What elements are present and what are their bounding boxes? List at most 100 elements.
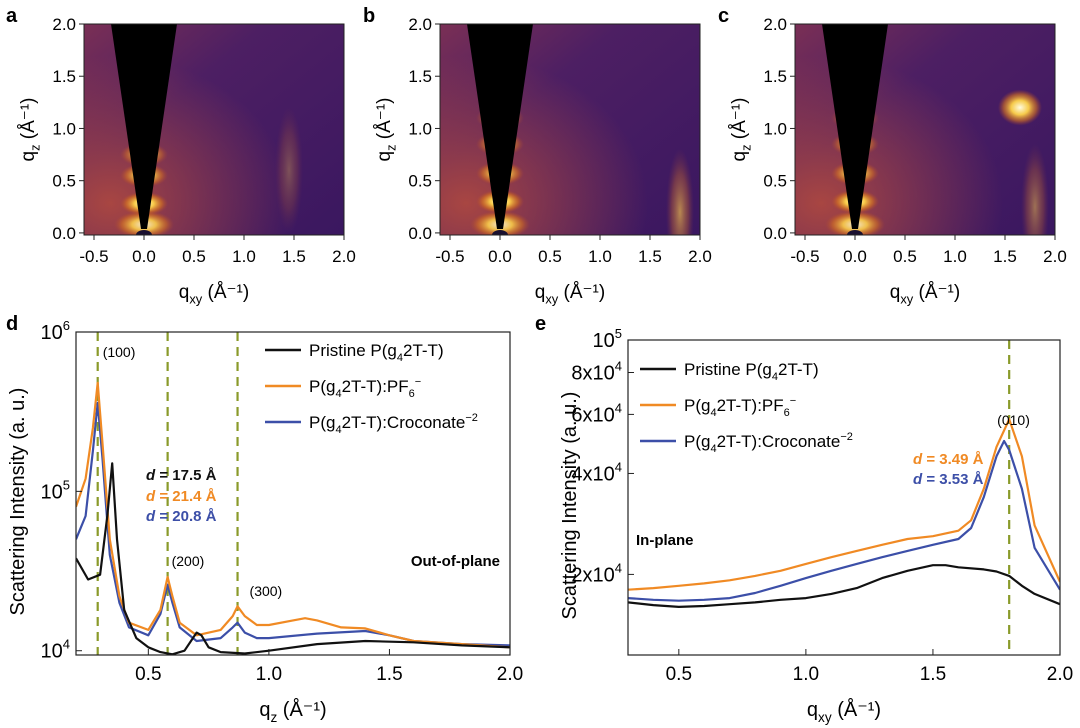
x-tick-label: 2.0 bbox=[497, 664, 523, 685]
y-tick-label: 8x104 bbox=[571, 358, 622, 384]
x-tick-label: 2.0 bbox=[1043, 247, 1067, 266]
x-axis-label: qxy (Å⁻¹) bbox=[179, 282, 249, 307]
orientation-label: Out-of-plane bbox=[411, 553, 500, 570]
y-tick-label: 0.0 bbox=[408, 224, 432, 243]
beamstop bbox=[111, 24, 177, 229]
legend-entry: P(g42T-T):PF6− bbox=[684, 395, 796, 419]
y-axis-label: qz (Å⁻¹) bbox=[18, 98, 43, 162]
diffraction-arc bbox=[275, 106, 303, 234]
y-tick-label: 1.0 bbox=[408, 119, 432, 138]
y-tick-label: 4x104 bbox=[571, 459, 622, 485]
y-axis-label: Scattering Intensity (a. u.) bbox=[7, 388, 29, 616]
series-group bbox=[76, 381, 510, 655]
heatmap-image bbox=[440, 24, 700, 235]
plot-frame bbox=[75, 331, 511, 656]
x-tick-label: 0.0 bbox=[488, 247, 512, 266]
d-spacing-annotation: d = 21.4 Å bbox=[146, 488, 217, 505]
series-line-2 bbox=[76, 401, 510, 647]
y-axis-label: qz (Å⁻¹) bbox=[729, 98, 754, 162]
x-tick-label: 0.5 bbox=[538, 247, 562, 266]
x-tick-label: 1.0 bbox=[256, 664, 282, 685]
peak-label: (300) bbox=[250, 583, 283, 599]
beamstop bbox=[822, 24, 888, 229]
panel-letter-e: e bbox=[535, 313, 546, 335]
panel-letter-a: a bbox=[6, 5, 18, 27]
peak-label: (010) bbox=[997, 412, 1030, 428]
direct-beam bbox=[847, 230, 863, 235]
plot-frame bbox=[627, 339, 1061, 656]
d-spacing-annotation: d = 3.53 Å bbox=[913, 471, 984, 488]
heatmap-image bbox=[84, 24, 344, 235]
y-tick-label: 0.0 bbox=[52, 224, 76, 243]
y-tick-label: 1.5 bbox=[52, 67, 76, 86]
y-tick-label: 0.5 bbox=[408, 172, 432, 191]
x-tick-label: 0.5 bbox=[135, 664, 161, 685]
x-tick-label: 2.0 bbox=[1047, 664, 1073, 685]
x-tick-label: 0.5 bbox=[182, 247, 206, 266]
x-tick-label: 1.5 bbox=[282, 247, 306, 266]
heatmap-image bbox=[795, 24, 1055, 235]
x-tick-label: 1.5 bbox=[993, 247, 1017, 266]
panel-letter-d: d bbox=[6, 313, 18, 335]
series-group bbox=[628, 418, 1060, 609]
y-tick-label: 1.5 bbox=[408, 67, 432, 86]
panel-letter-c: c bbox=[718, 5, 729, 27]
direct-beam bbox=[136, 230, 152, 235]
x-tick-label: 1.5 bbox=[376, 664, 402, 685]
y-tick-label: 0.5 bbox=[763, 172, 787, 191]
y-tick-label: 105 bbox=[41, 477, 70, 503]
y-tick-label: 106 bbox=[41, 318, 70, 344]
y-axis-label: Scattering Intensity (a. u.) bbox=[559, 392, 581, 620]
y-tick-label: 1.5 bbox=[763, 67, 787, 86]
x-tick-label: 1.0 bbox=[588, 247, 612, 266]
y-axis-label: qz (Å⁻¹) bbox=[374, 98, 399, 162]
plot-frame bbox=[83, 23, 345, 236]
x-axis-label: qz (Å⁻¹) bbox=[259, 698, 326, 725]
x-tick-label: 0.5 bbox=[666, 664, 692, 685]
y-tick-label: 2.0 bbox=[763, 15, 787, 34]
beamstop bbox=[467, 24, 533, 229]
y-tick-label: 2.0 bbox=[408, 15, 432, 34]
series-line-2 bbox=[628, 439, 1060, 602]
diffraction-spot bbox=[998, 89, 1042, 126]
x-tick-label: 0.5 bbox=[893, 247, 917, 266]
series-line-0 bbox=[76, 462, 510, 655]
legend-entry: P(g42T-T):PF6− bbox=[309, 376, 421, 400]
line-panel-e: 0.5 1.0 1.5 2.0 2x104 4x104 6x104 8x104 105 qxy (… bbox=[559, 326, 1073, 725]
y-tick-label: 1.0 bbox=[763, 119, 787, 138]
x-axis-label: qxy (Å⁻¹) bbox=[535, 282, 605, 307]
peak-label: (100) bbox=[103, 344, 136, 360]
y-tick-label: 1.0 bbox=[52, 119, 76, 138]
series-line-1 bbox=[628, 418, 1060, 591]
x-tick-label: -0.5 bbox=[79, 247, 108, 266]
x-axis-label: qxy (Å⁻¹) bbox=[807, 698, 881, 725]
legend-entry: P(g42T-T):Croconate−2 bbox=[684, 431, 853, 455]
y-tick-label: 6x104 bbox=[571, 400, 622, 426]
series-line-0 bbox=[628, 564, 1060, 609]
x-tick-label: 1.0 bbox=[943, 247, 967, 266]
x-tick-label: 1.0 bbox=[793, 664, 819, 685]
plot-frame bbox=[794, 23, 1056, 236]
line-panel-d: 0.5 1.0 1.5 2.0 104 105 106 qz (Å⁻¹) Scattering … bbox=[7, 318, 523, 725]
diffraction-arc bbox=[666, 148, 694, 235]
x-tick-label: 1.5 bbox=[638, 247, 662, 266]
x-tick-label: 2.0 bbox=[332, 247, 356, 266]
x-tick-label: 2.0 bbox=[688, 247, 712, 266]
x-tick-label: 1.5 bbox=[920, 664, 946, 685]
legend-entry: Pristine P(g42T-T) bbox=[684, 360, 819, 383]
line-panels: 0.5 1.0 1.5 2.0 104 105 106 qz (Å⁻¹) Scattering … bbox=[7, 318, 1073, 725]
d-spacing-annotation: d = 20.8 Å bbox=[146, 508, 217, 525]
panel-letter-b: b bbox=[363, 5, 375, 27]
d-spacing-annotation: d = 3.49 Å bbox=[913, 451, 984, 468]
y-tick-label: 2x104 bbox=[571, 560, 622, 586]
direct-beam bbox=[492, 230, 508, 235]
plot-frame bbox=[439, 23, 701, 236]
d-spacing-annotation: d = 17.5 Å bbox=[146, 467, 217, 484]
x-tick-label: 0.0 bbox=[843, 247, 867, 266]
x-tick-label: 0.0 bbox=[132, 247, 156, 266]
